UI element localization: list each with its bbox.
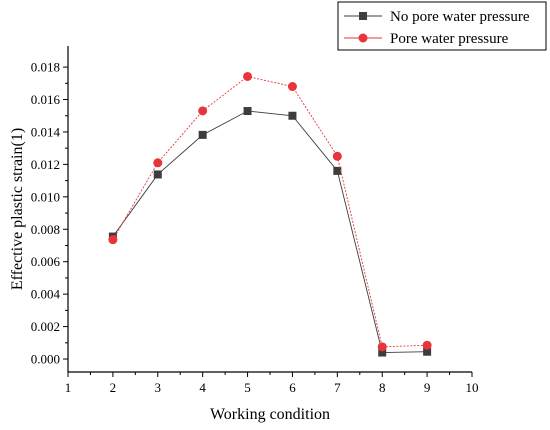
y-tick-label: 0.002 <box>31 319 60 334</box>
data-point <box>287 82 297 92</box>
x-tick-label: 5 <box>244 380 251 395</box>
y-tick-label: 0.000 <box>31 352 60 367</box>
x-tick-label: 3 <box>155 380 162 395</box>
y-tick-label: 0.004 <box>31 287 61 302</box>
y-axis-title: Effective plastic strain(1) <box>9 128 26 290</box>
y-tick-label: 0.016 <box>31 92 61 107</box>
data-point <box>198 106 208 116</box>
x-tick-label: 1 <box>65 380 72 395</box>
x-axis-title: Working condition <box>210 406 330 423</box>
data-point <box>422 340 432 350</box>
legend-marker <box>359 12 367 20</box>
legend-item: No pore water pressure <box>344 9 530 25</box>
legend: No pore water pressure Pore water pressur… <box>337 1 547 51</box>
x-tick-label: 8 <box>379 380 386 395</box>
legend-label: No pore water pressure <box>390 9 530 25</box>
data-point <box>108 235 118 245</box>
data-point <box>378 348 387 357</box>
axes: 1 2 3 4 5 6 7 8 9 10 0.000 0.002 0.004 0.006 0.008 0.01… <box>31 46 479 395</box>
data-point <box>243 107 252 116</box>
y-tick-label: 0.010 <box>31 189 60 204</box>
data-point <box>243 71 253 81</box>
y-tick-label: 0.014 <box>31 124 61 139</box>
data-point <box>288 111 297 120</box>
x-tick-label: 9 <box>424 380 431 395</box>
series-2 <box>108 71 432 352</box>
x-tick-label: 10 <box>466 380 479 395</box>
x-tick-label: 2 <box>110 380 117 395</box>
series-1 <box>108 107 432 357</box>
series-layer <box>108 71 432 357</box>
y-tick-label: 0.012 <box>31 157 60 172</box>
legend-box <box>337 1 547 51</box>
x-tick-label: 4 <box>199 380 206 395</box>
data-point <box>423 347 432 356</box>
y-tick-label: 0.018 <box>31 60 60 75</box>
legend-marker <box>358 33 368 43</box>
legend-label: Pore water pressure <box>390 31 509 47</box>
data-point <box>153 158 163 168</box>
data-point <box>198 130 207 139</box>
x-tick-label: 7 <box>334 380 341 395</box>
y-tick-label: 0.008 <box>31 222 60 237</box>
y-tick-label: 0.006 <box>31 254 61 269</box>
series-line <box>112 76 428 348</box>
data-point <box>333 166 342 175</box>
legend-item: Pore water pressure <box>344 31 509 47</box>
data-point <box>153 170 162 179</box>
data-point <box>377 342 387 352</box>
x-tick-label: 6 <box>289 380 296 395</box>
data-point <box>332 151 342 161</box>
series-line <box>112 110 428 353</box>
